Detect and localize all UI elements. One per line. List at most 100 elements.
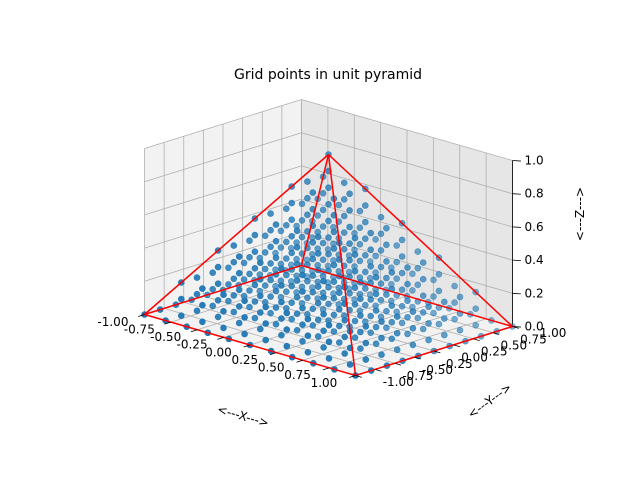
scatter-point bbox=[283, 342, 291, 350]
y-tick-label: -0.75 bbox=[402, 369, 433, 383]
scatter-point bbox=[378, 351, 385, 359]
scatter-point bbox=[357, 295, 364, 303]
scatter-point bbox=[404, 264, 411, 271]
scatter-point bbox=[278, 282, 285, 289]
scatter-point bbox=[383, 274, 390, 282]
scatter-point bbox=[393, 329, 401, 337]
scatter-point bbox=[193, 307, 201, 315]
scatter-point bbox=[262, 303, 270, 311]
scatter-point bbox=[377, 263, 385, 271]
x-tick-label: -0.50 bbox=[150, 330, 181, 344]
pyramid-lateral-edge bbox=[144, 153, 329, 316]
scatter-point bbox=[383, 291, 390, 298]
scatter-point bbox=[278, 331, 285, 339]
x-tick-mark bbox=[164, 321, 171, 325]
scatter-point bbox=[314, 299, 322, 307]
scatter-point bbox=[209, 285, 216, 293]
grid-line bbox=[301, 165, 513, 228]
y-tick-mark bbox=[473, 338, 480, 341]
scatter-point bbox=[425, 336, 432, 344]
y-tick-mark bbox=[492, 332, 500, 335]
scatter-point bbox=[304, 211, 311, 219]
scatter-point bbox=[278, 315, 285, 322]
x-tick-mark bbox=[349, 375, 356, 378]
scatter-point bbox=[230, 258, 238, 266]
scatter-point bbox=[251, 298, 259, 305]
scatter-point bbox=[267, 260, 274, 267]
scatter-point bbox=[451, 315, 458, 323]
grid-line bbox=[262, 277, 474, 340]
scatter-point bbox=[340, 179, 348, 187]
pyramid-lateral-edge bbox=[327, 153, 514, 328]
scatter-point bbox=[320, 294, 327, 301]
z-tick-mark bbox=[512, 160, 521, 162]
scatter-point bbox=[414, 314, 422, 322]
scatter-point bbox=[351, 334, 359, 341]
scatter-point bbox=[293, 244, 301, 251]
scatter-point bbox=[304, 277, 311, 285]
scatter-point bbox=[235, 269, 243, 277]
y-tick-mark bbox=[453, 344, 461, 348]
scatter-point bbox=[435, 287, 443, 295]
scatter-point bbox=[419, 309, 427, 316]
scatter-point bbox=[325, 184, 332, 191]
scatter-point bbox=[451, 282, 458, 290]
grid-line bbox=[144, 165, 302, 216]
scatter-point bbox=[361, 301, 369, 309]
scatter-point bbox=[341, 316, 349, 324]
x-tick-label: 1.00 bbox=[311, 376, 338, 390]
scatter-point bbox=[277, 244, 285, 251]
scatter-point bbox=[262, 336, 270, 344]
scatter-point bbox=[372, 290, 380, 298]
scatter-point bbox=[288, 299, 296, 307]
scatter-point bbox=[319, 239, 327, 247]
scatter-point bbox=[325, 300, 332, 308]
y-tick-mark bbox=[433, 350, 441, 354]
scatter-point bbox=[246, 287, 253, 294]
scatter-point bbox=[456, 326, 464, 334]
scatter-point bbox=[225, 281, 232, 288]
scatter-point bbox=[282, 255, 290, 262]
scatter-point bbox=[419, 275, 427, 283]
scatter-point bbox=[298, 233, 306, 241]
scatter-point bbox=[330, 228, 338, 236]
scatter-point bbox=[272, 221, 280, 228]
scatter-point bbox=[282, 271, 290, 279]
scatter-point bbox=[335, 305, 343, 313]
scatter-point bbox=[430, 293, 437, 300]
scatter-point bbox=[425, 303, 432, 311]
scatter-point bbox=[398, 302, 406, 310]
z-tick-mark bbox=[512, 259, 521, 262]
scatter-point bbox=[288, 199, 296, 207]
scatter-point bbox=[372, 252, 379, 260]
y-tick-mark bbox=[375, 368, 382, 372]
scatter-point bbox=[361, 218, 369, 226]
scatter-point bbox=[346, 290, 353, 297]
z-tick-mark bbox=[512, 226, 521, 228]
x-tick-label: 0.25 bbox=[231, 353, 258, 367]
scatter-point bbox=[241, 314, 248, 321]
scatter-point bbox=[299, 321, 306, 329]
scatter-point bbox=[272, 287, 280, 295]
scatter-point bbox=[272, 254, 280, 262]
scatter-point bbox=[335, 289, 343, 297]
scatter-point bbox=[314, 212, 322, 219]
scatter-point bbox=[214, 263, 222, 271]
scatter-point bbox=[214, 280, 222, 288]
scatter-point bbox=[409, 324, 417, 332]
scatter-point bbox=[225, 264, 232, 272]
scatter-point bbox=[288, 249, 296, 257]
scatter-point bbox=[346, 361, 354, 368]
scatter-point bbox=[398, 236, 406, 244]
scatter-point bbox=[293, 277, 301, 284]
scatter-point bbox=[330, 328, 338, 335]
scatter-point bbox=[356, 207, 364, 215]
scatter-point bbox=[309, 239, 317, 246]
scatter-point bbox=[304, 348, 312, 356]
scatter-point bbox=[256, 259, 264, 267]
scatter-point bbox=[341, 350, 349, 357]
scatter-point bbox=[378, 318, 385, 325]
scatter-point bbox=[209, 269, 216, 277]
pyramid-lateral-edge bbox=[300, 154, 330, 266]
scatter-point bbox=[325, 201, 332, 208]
